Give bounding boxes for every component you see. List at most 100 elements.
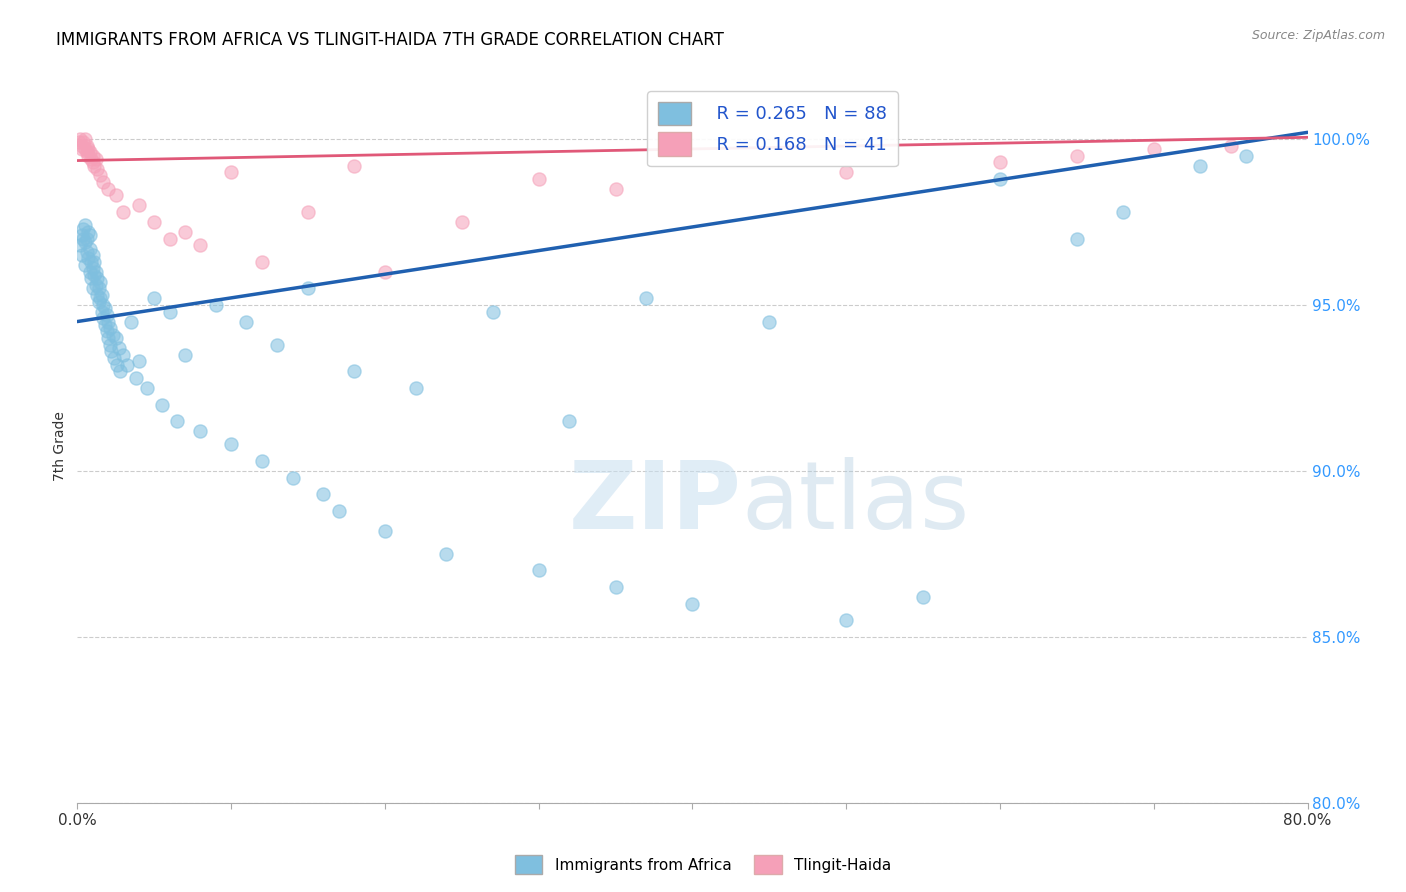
Point <box>835 165 858 179</box>
Point <box>73 235 96 249</box>
Point <box>82 148 104 162</box>
Point <box>481 304 503 318</box>
Text: atlas: atlas <box>742 457 970 549</box>
Point <box>93 175 115 189</box>
Point <box>1112 205 1135 219</box>
Point <box>73 132 96 146</box>
Point <box>112 205 135 219</box>
Legend:   R = 0.265   N = 88,   R = 0.168   N = 41: R = 0.265 N = 88, R = 0.168 N = 41 <box>647 91 897 167</box>
Point <box>79 228 101 243</box>
Point <box>76 244 98 259</box>
Point <box>128 354 150 368</box>
Point <box>87 294 110 309</box>
Point <box>219 165 242 179</box>
Point <box>90 288 114 302</box>
Point <box>70 228 93 243</box>
Point <box>150 397 173 411</box>
Point <box>100 344 122 359</box>
Point <box>235 314 257 328</box>
Point <box>87 281 110 295</box>
Point <box>83 254 105 268</box>
Point <box>98 321 121 335</box>
Point <box>312 487 335 501</box>
Point <box>86 161 108 176</box>
Point <box>988 155 1011 169</box>
Point <box>374 524 396 538</box>
Point <box>72 136 94 150</box>
Point <box>682 597 704 611</box>
Point <box>343 364 366 378</box>
Point <box>89 275 111 289</box>
Point <box>105 358 128 372</box>
Point <box>1066 231 1088 245</box>
Point <box>84 278 107 293</box>
Point <box>174 225 197 239</box>
Point <box>79 242 101 256</box>
Point <box>70 248 93 262</box>
Point <box>112 348 135 362</box>
Point <box>80 254 103 268</box>
Point <box>174 348 197 362</box>
Point <box>80 152 103 166</box>
Point <box>73 142 96 156</box>
Point <box>73 258 96 272</box>
Point <box>115 358 138 372</box>
Point <box>70 142 93 156</box>
Point <box>98 338 121 352</box>
Point <box>97 182 120 196</box>
Point <box>266 338 288 352</box>
Point <box>97 331 120 345</box>
Point <box>297 205 319 219</box>
Point <box>297 281 319 295</box>
Point <box>83 268 105 282</box>
Point <box>527 171 550 186</box>
Point <box>605 182 627 196</box>
Point <box>988 171 1011 186</box>
Point <box>69 238 91 252</box>
Point <box>77 142 100 156</box>
Text: Source: ZipAtlas.com: Source: ZipAtlas.com <box>1251 29 1385 42</box>
Point <box>77 252 100 266</box>
Y-axis label: 7th Grade: 7th Grade <box>53 411 67 481</box>
Point <box>120 314 142 328</box>
Point <box>758 314 780 328</box>
Point <box>219 437 242 451</box>
Point <box>110 364 132 378</box>
Point <box>97 314 120 328</box>
Point <box>1219 138 1241 153</box>
Point <box>86 271 108 285</box>
Point <box>250 454 273 468</box>
Point <box>90 304 114 318</box>
Point <box>1066 148 1088 162</box>
Point <box>79 265 101 279</box>
Point <box>405 381 427 395</box>
Point <box>72 221 94 235</box>
Point <box>76 145 98 160</box>
Point <box>125 371 148 385</box>
Point <box>527 564 550 578</box>
Point <box>143 215 166 229</box>
Point <box>835 613 858 627</box>
Point <box>94 318 117 332</box>
Point <box>84 265 107 279</box>
Point <box>1143 142 1166 156</box>
Point <box>101 327 124 342</box>
Point <box>436 547 458 561</box>
Point <box>374 265 396 279</box>
Point <box>76 231 98 245</box>
Point <box>82 248 104 262</box>
Point <box>912 590 935 604</box>
Point <box>69 132 91 146</box>
Point <box>103 351 125 365</box>
Point <box>281 470 304 484</box>
Text: IMMIGRANTS FROM AFRICA VS TLINGIT-HAIDA 7TH GRADE CORRELATION CHART: IMMIGRANTS FROM AFRICA VS TLINGIT-HAIDA … <box>56 31 724 49</box>
Point <box>89 169 111 183</box>
Point <box>79 145 101 160</box>
Point <box>76 138 98 153</box>
Point <box>67 136 90 150</box>
Point <box>72 231 94 245</box>
Point <box>108 341 131 355</box>
Point <box>605 580 627 594</box>
Point <box>94 301 117 316</box>
Point <box>82 261 104 276</box>
